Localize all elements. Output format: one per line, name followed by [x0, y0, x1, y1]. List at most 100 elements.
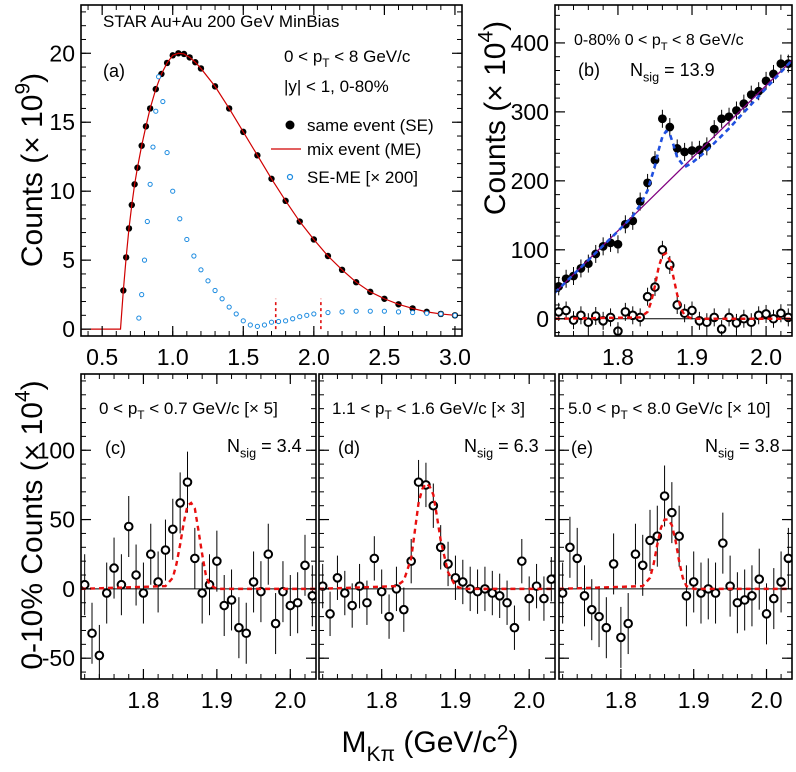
y-tick-label: 100 [37, 437, 75, 463]
legend-marker-se [285, 120, 295, 130]
data-point-open [594, 611, 604, 622]
data-point-open [572, 553, 583, 564]
data-point-filled [680, 147, 690, 157]
data-point-open [304, 312, 310, 318]
y-tick-label: 50 [49, 507, 75, 533]
data-point-filled [687, 146, 697, 155]
data-point-open [144, 218, 150, 225]
data-point-open [141, 257, 148, 263]
data-point-filled [695, 145, 704, 155]
data-point-open [674, 531, 684, 542]
data-point-open [297, 314, 303, 320]
annotation-rapidity: |y| < 1, 0-80% [284, 77, 389, 96]
data-point-open [438, 311, 444, 317]
x-tick-label: 1.9 [678, 687, 710, 713]
data-point-open [167, 524, 178, 535]
data-point-filled [754, 86, 764, 96]
data-point-open [555, 307, 564, 317]
plot-area-b [555, 54, 792, 336]
data-point-open [145, 549, 156, 560]
panel-a: 0.5 1.0 1.5 2.0 2.5 3.0 0 5 10 15 20 [49, 4, 471, 370]
data-point-open [637, 560, 648, 571]
y-tick-label: 20 [49, 40, 75, 66]
data-point-filled [717, 114, 727, 124]
data-point-open [783, 553, 792, 564]
x-tick-label: 1.8 [127, 687, 159, 713]
data-point-open [710, 588, 721, 598]
data-point-open [198, 267, 204, 273]
data-point-open [458, 577, 468, 587]
x-tick-label: 1.9 [676, 344, 708, 370]
fit-curve [559, 518, 792, 591]
data-point-open [340, 588, 350, 598]
data-point-open [517, 556, 527, 566]
data-point-open [292, 597, 303, 608]
y-tick-label: 400 [511, 30, 549, 56]
data-point-open [376, 586, 387, 597]
data-point-open [645, 535, 655, 546]
data-point-open [311, 311, 317, 317]
panel-label-a: (a) [103, 61, 125, 81]
data-point-open [81, 579, 90, 590]
data-point-open [424, 310, 430, 316]
x-tick-label: 2.0 [513, 687, 545, 713]
data-point-open [509, 622, 520, 633]
y-axis-label-b: Counts (× 104) [474, 21, 512, 215]
data-point-open [212, 556, 222, 566]
data-point-open [197, 588, 207, 598]
data-point-filled [746, 90, 756, 100]
data-point-open [601, 622, 612, 633]
data-point-open [300, 560, 310, 571]
legend-label-seme: SE-ME [× 200] [307, 168, 418, 187]
y-tick-label: 300 [511, 99, 549, 125]
x-tick-label: 2.0 [298, 344, 330, 370]
y-axis-label-a: Counts (× 109) [11, 73, 49, 267]
data-point-open [709, 312, 720, 323]
data-point-open [283, 318, 289, 324]
x-tick-label: 2.5 [368, 344, 400, 370]
data-point-open [608, 559, 619, 569]
panel-frame [558, 373, 793, 680]
plot-area-a [81, 50, 459, 330]
data-point-open [170, 188, 176, 194]
data-point-open [776, 308, 786, 319]
data-point-open [783, 312, 792, 323]
panel-label-d: (d) [338, 438, 360, 458]
y-tick-label: 0 [62, 576, 75, 602]
data-point-open [659, 491, 670, 501]
data-point-open [160, 545, 171, 555]
data-point-open [718, 538, 728, 548]
data-point-filled [709, 124, 719, 134]
data-point-open [630, 549, 641, 560]
data-point-filled [555, 281, 564, 291]
data-point-filled [776, 59, 786, 69]
data-point-open [332, 572, 343, 583]
data-point-open [164, 149, 170, 156]
x-tick-label: 1.8 [366, 687, 398, 713]
data-point-open [101, 588, 112, 598]
annotation-d-range: 1.1 < pT < 1.6 GeV/c [× 3] [332, 399, 525, 422]
data-point-open [561, 305, 571, 316]
data-point-open [768, 593, 779, 604]
data-point-open [248, 577, 259, 587]
data-point-open [623, 618, 633, 629]
data-point-filled [665, 122, 675, 132]
data-point-open [539, 593, 549, 604]
data-point-open [696, 588, 706, 598]
legend-label-se: same event (SE) [307, 116, 434, 135]
x-tick-label: 3.0 [439, 344, 471, 370]
fit-curve [555, 251, 792, 320]
chart-title: STAR Au+Au 200 GeV MinBias [103, 12, 339, 31]
panel-frame [554, 4, 793, 337]
data-point-open [524, 593, 534, 604]
data-point-open [270, 618, 281, 629]
data-point-open [384, 611, 394, 622]
data-point-open [131, 570, 141, 580]
data-point-open [153, 108, 159, 114]
data-point-open [583, 317, 594, 328]
data-point-open [776, 577, 786, 587]
data-point-open [184, 236, 190, 243]
data-point-open [347, 600, 357, 611]
data-point-open [177, 216, 183, 222]
data-point-open [681, 591, 692, 601]
